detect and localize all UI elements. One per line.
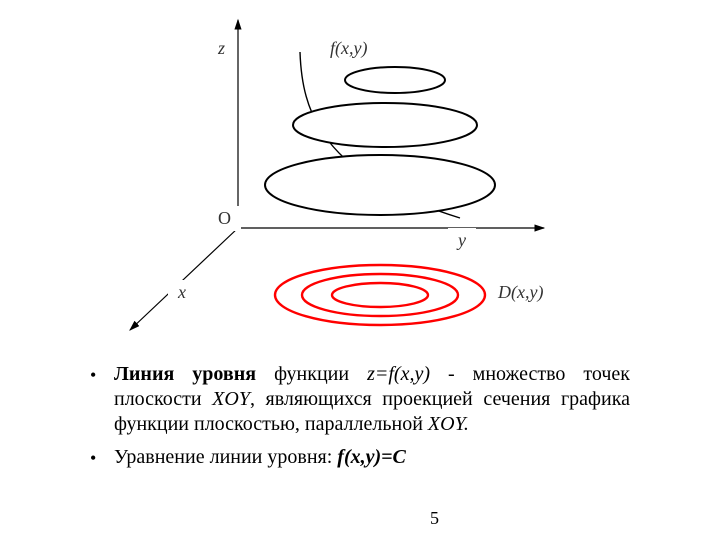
formula-zfxy: z=f(x,y) <box>367 363 430 385</box>
axis-label-z: z <box>208 36 235 61</box>
formula-fxyc: f(x,y)=C <box>337 446 406 468</box>
bullet-item: • Линия уровня функции z=f(x,y) - множес… <box>90 362 630 437</box>
origin-label: O <box>208 206 241 231</box>
dxy-mid: x,y <box>517 282 537 302</box>
dxy-suffix: ) <box>537 282 543 302</box>
term-level-line: Линия уровня <box>114 363 256 385</box>
diagram-3d-level-lines: z f(x,y) O y x D(x,y) <box>0 0 720 360</box>
text-span: функции <box>256 363 367 385</box>
bullet-text: Линия уровня функции z=f(x,y) - множеств… <box>114 362 630 437</box>
domain-label-dxy: D(x,y) <box>488 280 553 305</box>
bullet-text: Уравнение линии уровня: f(x,y)=C <box>114 445 630 470</box>
bullet-item: • Уравнение линии уровня: f(x,y)=C <box>90 445 630 470</box>
plane-xoy: XOY. <box>428 413 469 435</box>
dxy-prefix: D( <box>498 282 517 302</box>
surface-label-fxy: f(x,y) <box>320 36 377 61</box>
definition-text: • Линия уровня функции z=f(x,y) - множес… <box>90 362 630 478</box>
page-number: 5 <box>430 508 439 529</box>
plane-xoy: XOY <box>212 388 250 410</box>
text-span: Уравнение линии уровня: <box>114 446 337 468</box>
bullet-marker: • <box>90 362 114 437</box>
bullet-marker: • <box>90 445 114 470</box>
axis-label-x: x <box>168 280 196 305</box>
axis-label-y: y <box>448 228 476 253</box>
